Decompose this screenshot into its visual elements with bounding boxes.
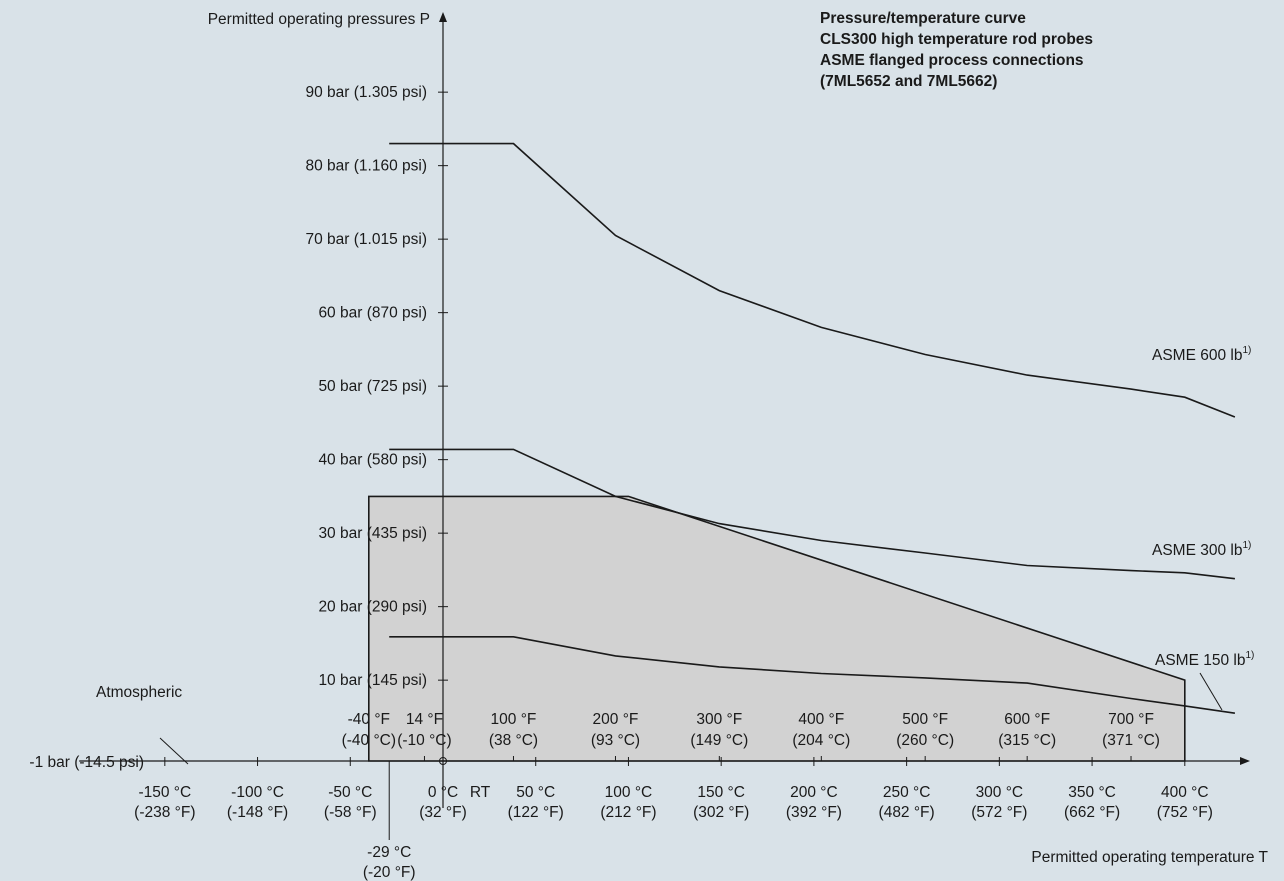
x-tick-label-c-sub-300: (572 °F) (971, 804, 1027, 821)
x-tick-label-f-sub-260: (260 °C) (896, 732, 954, 749)
x-tick-label-c-100: 100 °C (605, 784, 653, 801)
y-tick-label-90: 90 bar (1.305 psi) (306, 84, 428, 101)
x-tick-label-c-sub-400: (752 °F) (1157, 804, 1213, 821)
x-tick-label-c-sub-200: (392 °F) (786, 804, 842, 821)
y-axis-label: Permitted operating pressures P (208, 11, 430, 28)
x-tick-label-c-sub-150: (302 °F) (693, 804, 749, 821)
y-axis-arrow (439, 12, 447, 22)
x-tick-label-c--100: -100 °C (231, 784, 284, 801)
x-tick-label-c-sub--150: (-238 °F) (134, 804, 195, 821)
series-group (389, 142, 1236, 714)
x-tick-label-c-50: 50 °C (516, 784, 555, 801)
atmospheric-leader-line (159, 737, 189, 765)
x-tick-label-f-sub-371: (371 °C) (1102, 732, 1160, 749)
rt-label: RT (470, 784, 491, 801)
x-tick-label-c-350: 350 °C (1068, 784, 1116, 801)
x-tick-label-f-38: 100 °F (491, 711, 537, 728)
x-tick-label-f-sub-149: (149 °C) (690, 732, 748, 749)
x-tick-label-f-sub-204: (204 °C) (792, 732, 850, 749)
x-tick-label-c-0: 0 °C (428, 784, 458, 801)
x-tick-label-c--50: -50 °C (328, 784, 372, 801)
series-line-asme-300-lb (389, 448, 1235, 580)
x-tick-label-f-sub-38: (38 °C) (489, 732, 538, 749)
y-tick-label-30: 30 bar (435 psi) (318, 525, 427, 542)
tick-labels-group: 10 bar (145 psi) 20 bar (290 psi) 30 bar (… (29, 84, 1212, 881)
series-labels: ASME 600 lb1) ASME 300 lb1) ASME 150 lb1… (1152, 345, 1254, 711)
x-axis-arrow (1240, 757, 1250, 765)
x-axis-label: Permitted operating temperature T (1031, 849, 1268, 866)
x-tick-label-c-200: 200 °C (790, 784, 838, 801)
y-tick-label-50: 50 bar (725 psi) (318, 378, 427, 395)
y-tick-label-10: 10 bar (145 psi) (318, 672, 427, 689)
x-tick-label-neg29-sub: (-20 °F) (363, 864, 416, 881)
x-tick-label-c-sub-0: (32 °F) (419, 804, 467, 821)
title-line-4: (7ML5652 and 7ML5662) (820, 73, 997, 90)
x-tick-label-c-sub-350: (662 °F) (1064, 804, 1120, 821)
x-tick-label-c-sub-50: (122 °F) (508, 804, 564, 821)
x-tick-label-f-sub--10: (-10 °C) (397, 732, 451, 749)
x-tick-label-f--10: 14 °F (406, 711, 443, 728)
x-tick-label-c-400: 400 °C (1161, 784, 1209, 801)
x-tick-label-c-150: 150 °C (697, 784, 745, 801)
x-tick-label-f-371: 700 °F (1108, 711, 1154, 728)
x-tick-label-c-sub-250: (482 °F) (879, 804, 935, 821)
x-tick-label-c-300: 300 °C (976, 784, 1024, 801)
y-tick-label-40: 40 bar (580 psi) (318, 452, 427, 469)
atmospheric-annotation: Atmospheric (96, 684, 189, 765)
title-line-2: CLS300 high temperature rod probes (820, 31, 1093, 48)
x-tick-label-f-sub-93: (93 °C) (591, 732, 640, 749)
x-tick-label-c-sub-100: (212 °F) (600, 804, 656, 821)
x-tick-label-f-sub--40: (-40 °C) (342, 732, 396, 749)
x-tick-label-f--40: -40 °F (348, 711, 390, 728)
x-tick-label-f-sub-315: (315 °C) (998, 732, 1056, 749)
series-label-asme-600: ASME 600 lb1) (1152, 345, 1251, 364)
x-tick-label-f-149: 300 °F (696, 711, 742, 728)
y-tick-label-70: 70 bar (1.015 psi) (306, 231, 428, 248)
y-tick-label-60: 60 bar (870 psi) (318, 305, 427, 322)
y-tick-label-80: 80 bar (1.160 psi) (306, 158, 428, 175)
series-label-asme-300: ASME 300 lb1) (1152, 540, 1251, 559)
title-line-1: Pressure/temperature curve (820, 10, 1026, 27)
x-tick-label-c-250: 250 °C (883, 784, 931, 801)
asme-150-leader-line (1199, 672, 1223, 711)
x-tick-label-f-204: 400 °F (798, 711, 844, 728)
chart-title: Pressure/temperature curve CLS300 high t… (820, 10, 1093, 90)
series-line-asme-600-lb (389, 142, 1236, 418)
x-tick-label-f-315: 600 °F (1004, 711, 1050, 728)
x-tick-label-f-260: 500 °F (902, 711, 948, 728)
x-tick-label-f-93: 200 °F (593, 711, 639, 728)
series-label-asme-150: ASME 150 lb1) (1155, 650, 1254, 669)
x-tick-label-c-sub--100: (-148 °F) (227, 804, 288, 821)
x-tick-label-c--150: -150 °C (138, 784, 191, 801)
atmospheric-label: Atmospheric (96, 684, 182, 701)
title-line-3: ASME flanged process connections (820, 52, 1084, 69)
y-tick-label-neg1: -1 bar (-14.5 psi) (29, 754, 144, 771)
x-tick-label-c-sub--50: (-58 °F) (324, 804, 377, 821)
x-tick-label-neg29: -29 °C (367, 844, 411, 861)
series-line-asme-150-lb (389, 636, 1236, 714)
y-tick-label-20: 20 bar (290 psi) (318, 599, 427, 616)
